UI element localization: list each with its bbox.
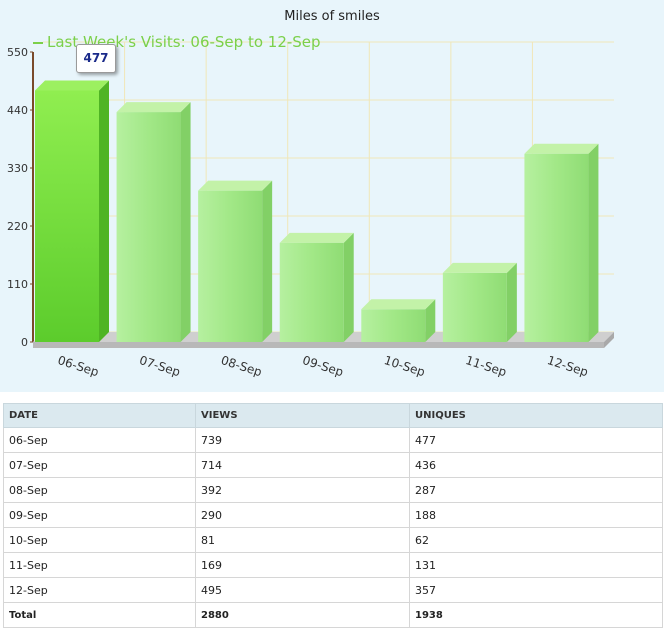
cell-views: 81 — [195, 527, 410, 553]
legend-swatch — [33, 41, 43, 44]
table-row: 12-Sep 495 357 — [3, 577, 663, 603]
bar-side — [425, 299, 436, 342]
chart-floor-edge — [33, 342, 604, 348]
bar — [361, 309, 426, 342]
cell-views: 290 — [195, 502, 410, 528]
table-header-row: DATE VIEWS UNIQUES — [3, 403, 663, 428]
cell-views: 739 — [195, 427, 410, 453]
cell-views: 169 — [195, 552, 410, 578]
bar — [116, 112, 181, 342]
y-tick-label: 330 — [7, 162, 28, 175]
cell-uniques: 188 — [409, 502, 663, 528]
table-row: 07-Sep 714 436 — [3, 452, 663, 478]
y-tick-label: 440 — [7, 104, 28, 117]
cell-date: 09-Sep — [3, 502, 196, 528]
x-tick-label: 06-Sep — [56, 353, 100, 379]
x-tick-label: 07-Sep — [138, 353, 182, 379]
bar — [279, 242, 344, 342]
bar-top — [442, 262, 517, 273]
bar-top — [198, 180, 273, 191]
cell-uniques: 357 — [409, 577, 663, 603]
x-tick-label: 09-Sep — [301, 353, 345, 379]
cell-date: 12-Sep — [3, 577, 196, 603]
cell-uniques: 62 — [409, 527, 663, 553]
chart-title: Miles of smiles — [284, 9, 380, 24]
bar — [524, 153, 589, 342]
cell-date: 08-Sep — [3, 477, 196, 503]
y-tick-label: 0 — [21, 336, 28, 349]
column-header-views: VIEWS — [195, 403, 410, 428]
cell-views: 714 — [195, 452, 410, 478]
chart-floor-side — [604, 332, 614, 348]
cell-date: 06-Sep — [3, 427, 196, 453]
chart-area: 0 110 220 330 440 550 06-Sep 07-Sep 08-Sep 09-Sep… — [0, 0, 664, 392]
x-tick-label: 10-Sep — [382, 353, 426, 379]
bar-top — [116, 102, 191, 113]
total-label: Total — [3, 602, 196, 628]
column-header-uniques: UNIQUES — [409, 403, 663, 428]
cell-views: 392 — [195, 477, 410, 503]
bar-side — [180, 102, 191, 342]
table-row: 10-Sep 81 62 — [3, 527, 663, 553]
x-tick-label: 11-Sep — [464, 353, 508, 379]
cell-uniques: 436 — [409, 452, 663, 478]
table-row: 09-Sep 290 188 — [3, 502, 663, 528]
bar-top — [35, 80, 109, 91]
y-tick-label: 550 — [7, 46, 28, 59]
bar — [35, 90, 99, 342]
cell-views: 495 — [195, 577, 410, 603]
bar — [442, 272, 507, 342]
bar-side — [588, 143, 599, 342]
table-row: 06-Sep 739 477 — [3, 427, 663, 453]
column-header-date: DATE — [3, 403, 196, 428]
cell-date: 07-Sep — [3, 452, 196, 478]
table-row: 11-Sep 169 131 — [3, 552, 663, 578]
bar-top — [361, 299, 436, 310]
bar — [198, 190, 263, 342]
bar-side — [262, 180, 273, 342]
data-table: DATE VIEWS UNIQUES 06-Sep 739 477 07-Sep 71… — [3, 403, 663, 628]
cell-date: 10-Sep — [3, 527, 196, 553]
y-tick-label: 220 — [7, 220, 28, 233]
bar-top — [279, 232, 354, 243]
cell-uniques: 477 — [409, 427, 663, 453]
bar-side — [506, 262, 517, 342]
value-tooltip: 477 — [76, 44, 116, 73]
cell-uniques: 131 — [409, 552, 663, 578]
cell-uniques: 287 — [409, 477, 663, 503]
x-tick-label: 08-Sep — [219, 353, 263, 379]
total-uniques: 1938 — [409, 602, 663, 628]
bar-side — [343, 232, 354, 342]
y-tick-label: 110 — [7, 278, 28, 291]
table-row: 08-Sep 392 287 — [3, 477, 663, 503]
total-views: 2880 — [195, 602, 410, 628]
cell-date: 11-Sep — [3, 552, 196, 578]
x-tick-label: 12-Sep — [545, 353, 589, 379]
bar-side — [99, 80, 109, 342]
bar-chart: 0 110 220 330 440 550 06-Sep 07-Sep 08-Sep 09-Sep… — [7, 41, 614, 379]
bar-top — [524, 143, 599, 154]
table-total-row: Total 2880 1938 — [3, 602, 663, 628]
